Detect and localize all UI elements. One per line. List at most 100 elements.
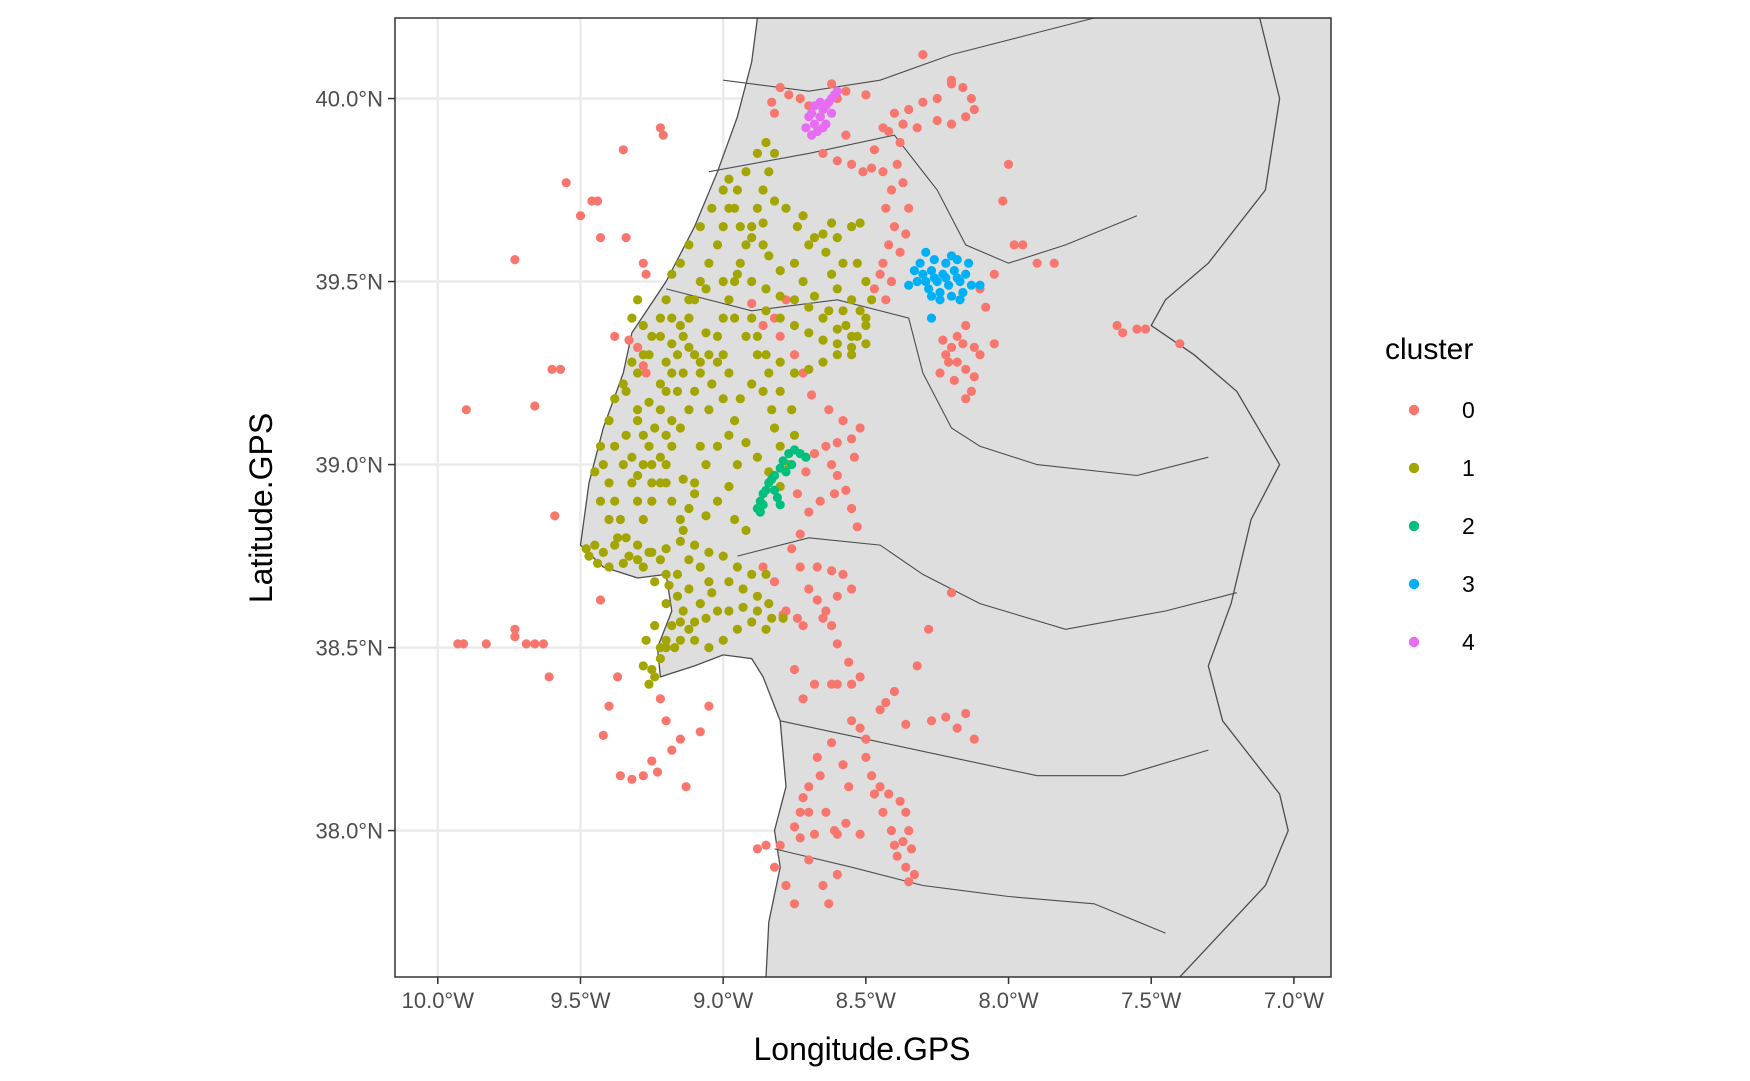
- data-point: [758, 386, 768, 396]
- data-point: [961, 320, 971, 331]
- data-point: [812, 595, 822, 605]
- data-point: [1118, 328, 1128, 338]
- data-point: [672, 569, 683, 580]
- data-point: [775, 441, 785, 451]
- data-point: [761, 350, 771, 360]
- data-point: [795, 529, 805, 539]
- data-point: [924, 284, 934, 294]
- data-point: [661, 716, 671, 726]
- data-point: [824, 899, 834, 909]
- data-point: [732, 185, 743, 195]
- data-point: [704, 350, 714, 360]
- data-point: [847, 222, 857, 232]
- data-point: [841, 320, 851, 331]
- data-point: [809, 119, 820, 129]
- x-axis: 10.0°W 9.5°W 9.0°W 8.5°W 8.0°W 7.5°W 7.0°W: [402, 977, 1324, 1013]
- data-point: [633, 368, 643, 378]
- data-point: [732, 460, 743, 470]
- data-point: [690, 478, 700, 488]
- data-point: [904, 203, 914, 213]
- data-point: [604, 514, 614, 525]
- data-point: [701, 511, 711, 521]
- data-point: [675, 617, 686, 627]
- data-point: [875, 269, 885, 279]
- data-point: [898, 119, 908, 129]
- data-point: [604, 478, 614, 488]
- data-point: [655, 654, 666, 664]
- data-point: [741, 167, 751, 177]
- series-cluster-0: [453, 50, 1185, 909]
- data-point: [795, 93, 805, 104]
- data-point: [912, 123, 922, 133]
- data-point: [661, 357, 671, 367]
- data-point: [724, 174, 734, 184]
- data-point: [886, 276, 897, 287]
- data-point: [798, 211, 808, 221]
- data-point: [801, 452, 811, 462]
- data-point: [735, 258, 745, 268]
- data-point: [781, 880, 791, 891]
- data-point: [855, 218, 865, 228]
- data-point: [718, 185, 728, 195]
- data-point: [827, 460, 837, 470]
- national-border: [1150, 18, 1289, 977]
- data-point: [944, 357, 954, 367]
- data-point: [661, 544, 671, 554]
- data-point: [724, 481, 734, 492]
- data-point: [861, 313, 871, 323]
- data-point: [827, 566, 837, 576]
- data-point: [952, 331, 962, 341]
- data-point: [775, 500, 785, 510]
- data-point: [595, 441, 606, 451]
- data-point: [798, 793, 808, 803]
- data-point: [747, 569, 757, 580]
- data-point: [667, 496, 677, 506]
- data-point: [638, 361, 648, 371]
- data-point: [707, 203, 717, 213]
- data-point: [832, 86, 842, 96]
- data-point: [861, 320, 871, 331]
- data-point: [961, 394, 971, 404]
- data-point: [852, 522, 862, 532]
- data-point: [690, 540, 700, 550]
- data-point: [730, 313, 740, 323]
- data-point: [684, 584, 694, 594]
- data-point: [661, 569, 671, 580]
- data-point: [664, 580, 674, 590]
- data-point: [807, 390, 817, 400]
- data-point: [775, 82, 785, 93]
- data-point: [764, 368, 774, 378]
- data-point: [758, 500, 768, 510]
- data-point: [610, 441, 620, 451]
- data-point: [832, 591, 842, 601]
- data-point: [604, 701, 614, 711]
- data-point: [789, 899, 800, 909]
- data-point: [818, 313, 828, 323]
- data-point: [847, 342, 857, 352]
- data-point: [924, 624, 934, 634]
- data-point: [881, 295, 891, 305]
- data-point: [832, 869, 842, 880]
- data-point: [650, 423, 660, 433]
- data-point: [946, 119, 957, 129]
- data-point: [761, 284, 771, 294]
- data-point: [884, 126, 894, 137]
- data-point: [595, 595, 606, 605]
- data-point: [881, 203, 891, 213]
- data-point: [829, 826, 840, 836]
- data-point: [852, 258, 862, 268]
- data-point: [867, 163, 877, 173]
- data-point: [775, 840, 785, 850]
- data-point: [847, 159, 857, 169]
- data-point: [667, 269, 677, 279]
- data-point: [775, 266, 785, 276]
- data-point: [510, 632, 520, 642]
- data-point: [812, 562, 822, 572]
- data-point: [789, 258, 800, 268]
- data-point: [815, 112, 825, 122]
- data-point: [778, 613, 788, 623]
- data-point: [952, 273, 962, 283]
- data-point: [818, 148, 828, 158]
- data-point: [861, 752, 871, 763]
- data-point: [704, 701, 714, 711]
